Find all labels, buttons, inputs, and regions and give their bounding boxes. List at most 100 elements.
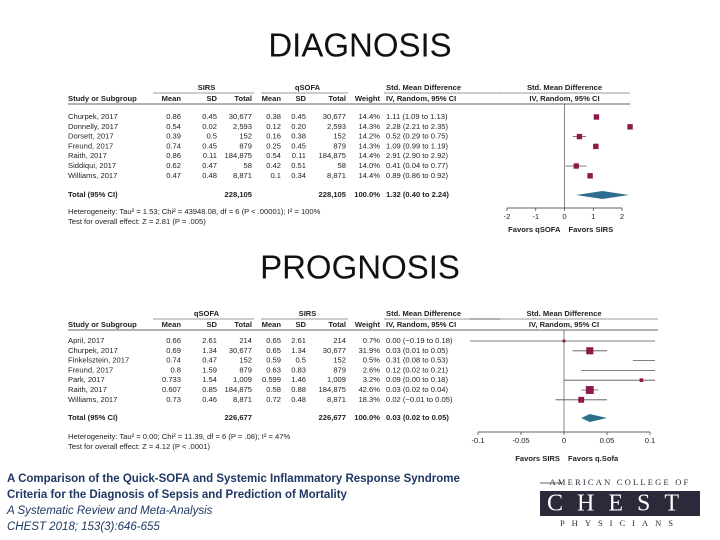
logo: AMERICAN COLLEGE OF CHEST PHYSICIANS [540, 477, 700, 528]
column-header: Mean [162, 94, 182, 103]
effect-square [665, 369, 668, 372]
effect-square [576, 133, 583, 140]
effect-square [586, 347, 594, 355]
favors-label: Favors q.Sofa [568, 454, 619, 463]
cell: 0.11 [292, 151, 306, 160]
cell: 0.65 [266, 346, 281, 355]
cell: 1.34 [291, 346, 306, 355]
study-name: Freund, 2017 [68, 365, 113, 374]
footer-subtitle: A Systematic Review and Meta-Analysis [6, 505, 213, 517]
cell: 0.45 [202, 112, 217, 121]
effect-header: IV, Random, 95% CI [386, 320, 456, 329]
axis-tick-label: -0.05 [512, 436, 529, 445]
weight: 14.4% [358, 171, 380, 180]
column-header: Total [234, 94, 252, 103]
study-name: Freund, 2017 [68, 141, 113, 150]
effect-header: Std. Mean Difference [386, 309, 461, 318]
cell: 0.74 [166, 356, 181, 365]
footer-title: Criteria for the Diagnosis of Sepsis and… [7, 489, 348, 501]
cell: 184,875 [319, 151, 346, 160]
logo-middle: CHEST [547, 491, 693, 517]
cell: 0.45 [291, 141, 306, 150]
study-name: Churpek, 2017 [68, 346, 118, 355]
cell: 0.62 [166, 161, 181, 170]
column-header: SD [295, 320, 306, 329]
cell: 879 [333, 365, 346, 374]
column-header: SD [206, 94, 217, 103]
axis-tick-label: 0.05 [600, 436, 615, 445]
cell: 30,677 [323, 112, 346, 121]
cell: 0.38 [266, 112, 281, 121]
cell: 8,871 [233, 395, 252, 404]
ci-text: 2.91 (2.90 to 2.92) [386, 151, 449, 160]
effect-header: IV, Random, 95% CI [386, 94, 456, 103]
cell: 0.02 [202, 122, 217, 131]
cell: 0.733 [162, 375, 181, 384]
cell: 2,593 [233, 122, 252, 131]
cell: 0.46 [202, 395, 217, 404]
ci-text: 0.31 (0.08 to 0.53) [386, 356, 449, 365]
section-title: PROGNOSIS [260, 249, 460, 286]
ci-text: 0.52 (0.29 to 0.75) [386, 132, 449, 141]
cell: 879 [239, 141, 252, 150]
cell: 0.51 [291, 161, 306, 170]
column-header: Total [328, 94, 346, 103]
cell: 0.86 [166, 112, 181, 121]
cell: 214 [333, 336, 346, 345]
cell: 0.8 [170, 365, 181, 374]
cell: 0.45 [202, 141, 217, 150]
ci-text: 2.28 (2.21 to 2.35) [386, 122, 449, 131]
total-n: 226,677 [225, 413, 252, 422]
column-header: Weight [355, 94, 381, 103]
effect-square [593, 143, 599, 150]
ci-text: 0.02 (−0.01 to 0.05) [386, 395, 453, 404]
weight: 2.6% [363, 365, 381, 374]
study-name: Siddiqui, 2017 [68, 161, 116, 170]
favors-label: Favors SIRS [515, 454, 560, 463]
column-header: SD [295, 94, 306, 103]
ci-text: 1.09 (0.99 to 1.19) [386, 141, 449, 150]
effect-square [585, 386, 594, 394]
effect-header: Std. Mean Difference [386, 83, 461, 92]
ci-text: 0.12 (0.02 to 0.21) [386, 365, 449, 374]
axis-tick-label: -2 [504, 212, 511, 221]
cell: 0.59 [266, 356, 281, 365]
heterogeneity: Heterogeneity: Tau² = 1.53; Chi² = 43948… [68, 207, 321, 216]
cell: 0.34 [291, 171, 306, 180]
cell: 0.88 [291, 385, 306, 394]
effect-square [573, 163, 579, 169]
group-header: SIRS [299, 309, 317, 318]
total-label: Total (95% CI) [68, 190, 118, 199]
cell: 0.66 [166, 336, 181, 345]
cell: 0.85 [202, 385, 217, 394]
effect-square [562, 339, 566, 343]
column-header: Mean [162, 320, 182, 329]
study-name: Donnelly, 2017 [68, 122, 118, 131]
cell: 1,009 [233, 375, 252, 384]
cell: 1.59 [202, 365, 217, 374]
cell: 0.74 [166, 141, 181, 150]
footer-citation: CHEST 2018; 153(3):646-655 [7, 521, 160, 533]
weight: 18.3% [358, 395, 380, 404]
weight: 14.4% [358, 151, 380, 160]
cell: 0.1 [270, 171, 281, 180]
study-name: Finkelsztein, 2017 [68, 356, 129, 365]
axis-tick-label: -1 [532, 212, 539, 221]
axis-tick-label: 0.1 [645, 436, 656, 445]
weight: 14.3% [358, 122, 380, 131]
group-header: qSOFA [194, 309, 220, 318]
axis-tick-label: 1 [591, 212, 595, 221]
cell: 0.58 [266, 385, 281, 394]
cell: 0.20 [291, 122, 306, 131]
cell: 8,871 [327, 171, 346, 180]
cell: 2.61 [291, 336, 306, 345]
logo-bottom: PHYSICIANS [560, 518, 680, 528]
cell: 0.86 [166, 151, 181, 160]
total-n: 226,677 [319, 413, 346, 422]
cell: 1,009 [327, 375, 346, 384]
plot-header: Std. Mean Difference [527, 83, 602, 92]
total-n: 228,105 [319, 190, 347, 199]
logo-top: AMERICAN COLLEGE OF [550, 477, 691, 487]
column-header: Study or Subgroup [68, 320, 137, 329]
